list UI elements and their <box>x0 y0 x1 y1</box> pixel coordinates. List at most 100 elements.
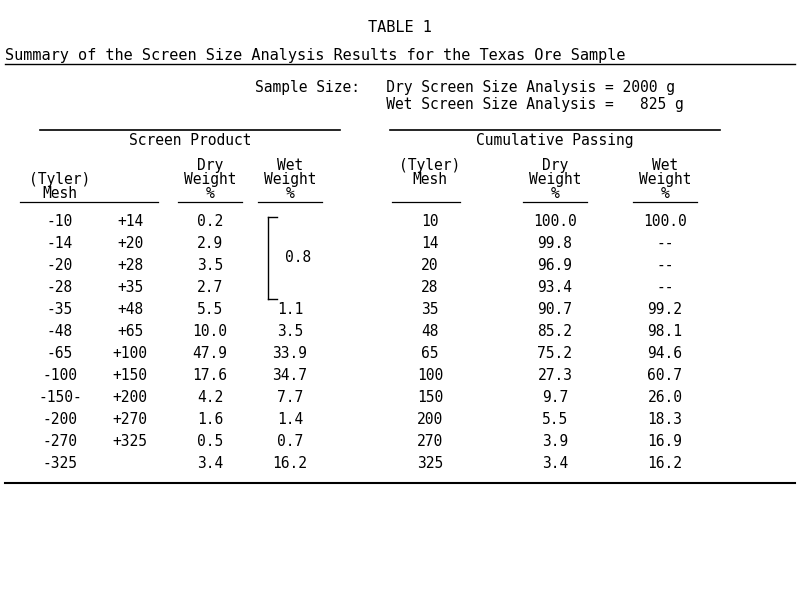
Text: %: % <box>550 186 559 201</box>
Text: 5.5: 5.5 <box>197 302 223 317</box>
Text: 2.7: 2.7 <box>197 280 223 295</box>
Text: -100: -100 <box>42 368 78 383</box>
Text: 3.5: 3.5 <box>277 324 303 339</box>
Text: 14: 14 <box>422 236 438 251</box>
Text: Wet: Wet <box>277 158 303 173</box>
Text: -48: -48 <box>47 324 73 339</box>
Text: 16.2: 16.2 <box>647 456 682 471</box>
Text: 150: 150 <box>417 390 443 405</box>
Text: -20: -20 <box>47 258 73 273</box>
Text: Summary of the Screen Size Analysis Results for the Texas Ore Sample: Summary of the Screen Size Analysis Resu… <box>5 48 626 63</box>
Text: %: % <box>206 186 214 201</box>
Text: 65: 65 <box>422 346 438 361</box>
Text: 20: 20 <box>422 258 438 273</box>
Text: 17.6: 17.6 <box>193 368 227 383</box>
Text: +200: +200 <box>113 390 147 405</box>
Text: +28: +28 <box>117 258 143 273</box>
Text: 7.7: 7.7 <box>277 390 303 405</box>
Text: 27.3: 27.3 <box>538 368 573 383</box>
Text: 85.2: 85.2 <box>538 324 573 339</box>
Text: 325: 325 <box>417 456 443 471</box>
Text: -150-: -150- <box>38 390 82 405</box>
Text: 100: 100 <box>417 368 443 383</box>
Text: Wet Screen Size Analysis =   825 g: Wet Screen Size Analysis = 825 g <box>255 97 684 112</box>
Text: 270: 270 <box>417 434 443 449</box>
Text: 93.4: 93.4 <box>538 280 573 295</box>
Text: 0.2: 0.2 <box>197 214 223 229</box>
Text: 90.7: 90.7 <box>538 302 573 317</box>
Text: Sample Size:   Dry Screen Size Analysis = 2000 g: Sample Size: Dry Screen Size Analysis = … <box>255 80 675 95</box>
Text: 96.9: 96.9 <box>538 258 573 273</box>
Text: +65: +65 <box>117 324 143 339</box>
Text: 35: 35 <box>422 302 438 317</box>
Text: Weight: Weight <box>529 172 582 187</box>
Text: (Tyler): (Tyler) <box>30 172 90 187</box>
Text: 0.7: 0.7 <box>277 434 303 449</box>
Text: 200: 200 <box>417 412 443 427</box>
Text: 9.7: 9.7 <box>542 390 568 405</box>
Text: -10: -10 <box>47 214 73 229</box>
Text: 99.2: 99.2 <box>647 302 682 317</box>
Text: %: % <box>286 186 294 201</box>
Text: 4.2: 4.2 <box>197 390 223 405</box>
Text: --: -- <box>656 258 674 273</box>
Text: 26.0: 26.0 <box>647 390 682 405</box>
Text: 0.5: 0.5 <box>197 434 223 449</box>
Text: 99.8: 99.8 <box>538 236 573 251</box>
Text: Weight: Weight <box>264 172 316 187</box>
Text: --: -- <box>656 236 674 251</box>
Text: Mesh: Mesh <box>42 186 78 201</box>
Text: -28: -28 <box>47 280 73 295</box>
Text: 47.9: 47.9 <box>193 346 227 361</box>
Text: 0.8: 0.8 <box>285 250 311 265</box>
Text: -35: -35 <box>47 302 73 317</box>
Text: 16.9: 16.9 <box>647 434 682 449</box>
Text: -65: -65 <box>47 346 73 361</box>
Text: +270: +270 <box>113 412 147 427</box>
Text: 48: 48 <box>422 324 438 339</box>
Text: --: -- <box>656 280 674 295</box>
Text: 10.0: 10.0 <box>193 324 227 339</box>
Text: -270: -270 <box>42 434 78 449</box>
Text: 100.0: 100.0 <box>643 214 687 229</box>
Text: Weight: Weight <box>184 172 236 187</box>
Text: 10: 10 <box>422 214 438 229</box>
Text: 1.4: 1.4 <box>277 412 303 427</box>
Text: 28: 28 <box>422 280 438 295</box>
Text: 1.1: 1.1 <box>277 302 303 317</box>
Text: +48: +48 <box>117 302 143 317</box>
Text: +150: +150 <box>113 368 147 383</box>
Text: 3.9: 3.9 <box>542 434 568 449</box>
Text: 100.0: 100.0 <box>533 214 577 229</box>
Text: 18.3: 18.3 <box>647 412 682 427</box>
Text: +20: +20 <box>117 236 143 251</box>
Text: -200: -200 <box>42 412 78 427</box>
Text: TABLE 1: TABLE 1 <box>368 20 432 35</box>
Text: Mesh: Mesh <box>413 172 447 187</box>
Text: 3.4: 3.4 <box>197 456 223 471</box>
Text: 16.2: 16.2 <box>273 456 307 471</box>
Text: Wet: Wet <box>652 158 678 173</box>
Text: +14: +14 <box>117 214 143 229</box>
Text: Cumulative Passing: Cumulative Passing <box>476 133 634 148</box>
Text: 3.4: 3.4 <box>542 456 568 471</box>
Text: Weight: Weight <box>638 172 691 187</box>
Text: -14: -14 <box>47 236 73 251</box>
Text: 3.5: 3.5 <box>197 258 223 273</box>
Text: 1.6: 1.6 <box>197 412 223 427</box>
Text: 2.9: 2.9 <box>197 236 223 251</box>
Text: 60.7: 60.7 <box>647 368 682 383</box>
Text: Dry: Dry <box>197 158 223 173</box>
Text: 75.2: 75.2 <box>538 346 573 361</box>
Text: 5.5: 5.5 <box>542 412 568 427</box>
Text: Screen Product: Screen Product <box>129 133 251 148</box>
Text: +325: +325 <box>113 434 147 449</box>
Text: +100: +100 <box>113 346 147 361</box>
Text: 33.9: 33.9 <box>273 346 307 361</box>
Text: 34.7: 34.7 <box>273 368 307 383</box>
Text: 94.6: 94.6 <box>647 346 682 361</box>
Text: -325: -325 <box>42 456 78 471</box>
Text: 98.1: 98.1 <box>647 324 682 339</box>
Text: +35: +35 <box>117 280 143 295</box>
Text: (Tyler): (Tyler) <box>399 158 461 173</box>
